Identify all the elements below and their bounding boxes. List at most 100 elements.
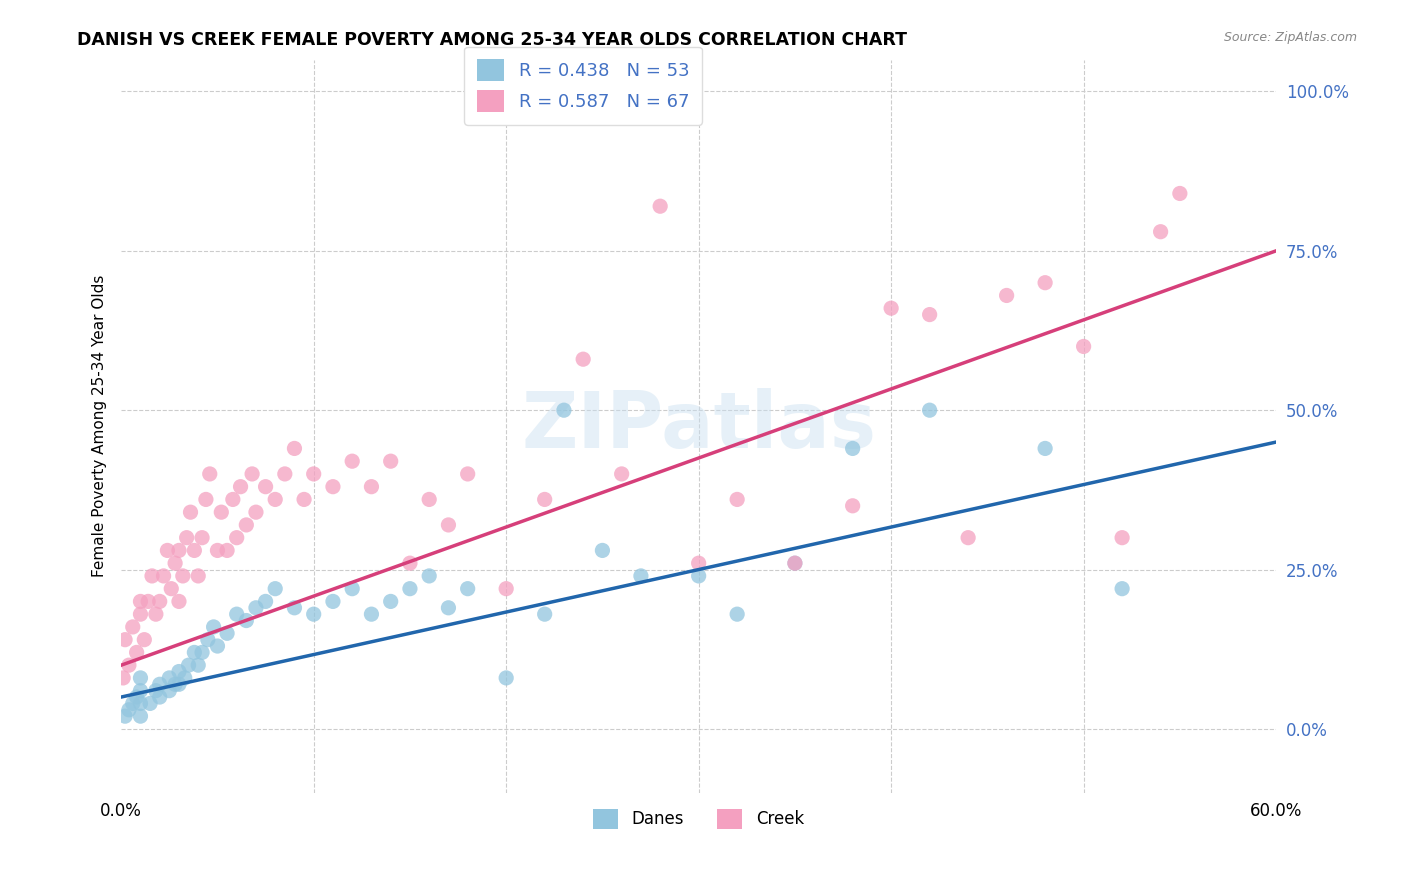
Point: [340, 582, 363, 596]
Point: [202, 620, 225, 634]
Point: [149, 677, 172, 691]
Point: [207, 543, 229, 558]
Point: [194, 492, 217, 507]
Point: [235, 517, 257, 532]
Point: [125, 645, 148, 659]
Point: [495, 582, 517, 596]
Point: [1033, 276, 1056, 290]
Point: [783, 556, 806, 570]
Point: [165, 677, 187, 691]
Point: [165, 556, 187, 570]
Point: [129, 607, 152, 622]
Point: [495, 671, 517, 685]
Point: [145, 607, 167, 622]
Point: [129, 683, 152, 698]
Point: [156, 543, 179, 558]
Point: [1149, 225, 1171, 239]
Point: [841, 442, 863, 456]
Point: [254, 480, 277, 494]
Point: [167, 665, 190, 679]
Point: [995, 288, 1018, 302]
Point: [172, 569, 194, 583]
Point: [918, 308, 941, 322]
Point: [217, 626, 239, 640]
Point: [918, 403, 941, 417]
Point: [340, 454, 363, 468]
Point: [292, 492, 315, 507]
Point: [167, 677, 190, 691]
Point: [183, 543, 205, 558]
Text: DANISH VS CREEK FEMALE POVERTY AMONG 25-34 YEAR OLDS CORRELATION CHART: DANISH VS CREEK FEMALE POVERTY AMONG 25-…: [77, 31, 907, 49]
Point: [207, 639, 229, 653]
Point: [245, 505, 267, 519]
Point: [322, 480, 344, 494]
Point: [225, 531, 247, 545]
Point: [177, 658, 200, 673]
Legend: Danes, Creek: Danes, Creek: [586, 802, 811, 836]
Point: [141, 569, 163, 583]
Point: [191, 531, 214, 545]
Y-axis label: Female Poverty Among 25-34 Year Olds: Female Poverty Among 25-34 Year Olds: [93, 275, 107, 577]
Point: [191, 645, 214, 659]
Point: [841, 499, 863, 513]
Point: [457, 582, 479, 596]
Point: [198, 467, 221, 481]
Point: [610, 467, 633, 481]
Point: [437, 600, 460, 615]
Point: [533, 492, 555, 507]
Point: [688, 569, 710, 583]
Point: [129, 697, 152, 711]
Point: [957, 531, 980, 545]
Point: [360, 607, 382, 622]
Point: [418, 569, 440, 583]
Point: [302, 467, 325, 481]
Point: [149, 690, 172, 704]
Point: [118, 658, 141, 673]
Point: [302, 607, 325, 622]
Point: [209, 505, 232, 519]
Point: [783, 556, 806, 570]
Point: [217, 543, 239, 558]
Point: [1168, 186, 1191, 201]
Point: [235, 614, 257, 628]
Point: [183, 645, 205, 659]
Point: [152, 569, 174, 583]
Point: [1111, 582, 1133, 596]
Point: [880, 301, 903, 316]
Point: [187, 569, 209, 583]
Point: [457, 467, 479, 481]
Point: [129, 709, 152, 723]
Point: [157, 671, 180, 685]
Point: [136, 594, 159, 608]
Point: [167, 594, 190, 608]
Point: [129, 671, 152, 685]
Point: [572, 352, 595, 367]
Point: [322, 594, 344, 608]
Point: [1033, 442, 1056, 456]
Point: [229, 480, 252, 494]
Text: Source: ZipAtlas.com: Source: ZipAtlas.com: [1223, 31, 1357, 45]
Point: [725, 607, 748, 622]
Point: [254, 594, 277, 608]
Point: [121, 620, 143, 634]
Point: [114, 709, 136, 723]
Point: [134, 632, 156, 647]
Point: [399, 582, 422, 596]
Point: [197, 632, 219, 647]
Point: [399, 556, 422, 570]
Point: [157, 683, 180, 698]
Point: [245, 600, 267, 615]
Point: [380, 594, 402, 608]
Point: [160, 582, 183, 596]
Point: [725, 492, 748, 507]
Point: [149, 594, 172, 608]
Point: [553, 403, 575, 417]
Point: [222, 492, 245, 507]
Point: [360, 480, 382, 494]
Point: [264, 492, 287, 507]
Point: [125, 690, 148, 704]
Point: [418, 492, 440, 507]
Point: [533, 607, 555, 622]
Point: [139, 697, 162, 711]
Point: [650, 199, 672, 213]
